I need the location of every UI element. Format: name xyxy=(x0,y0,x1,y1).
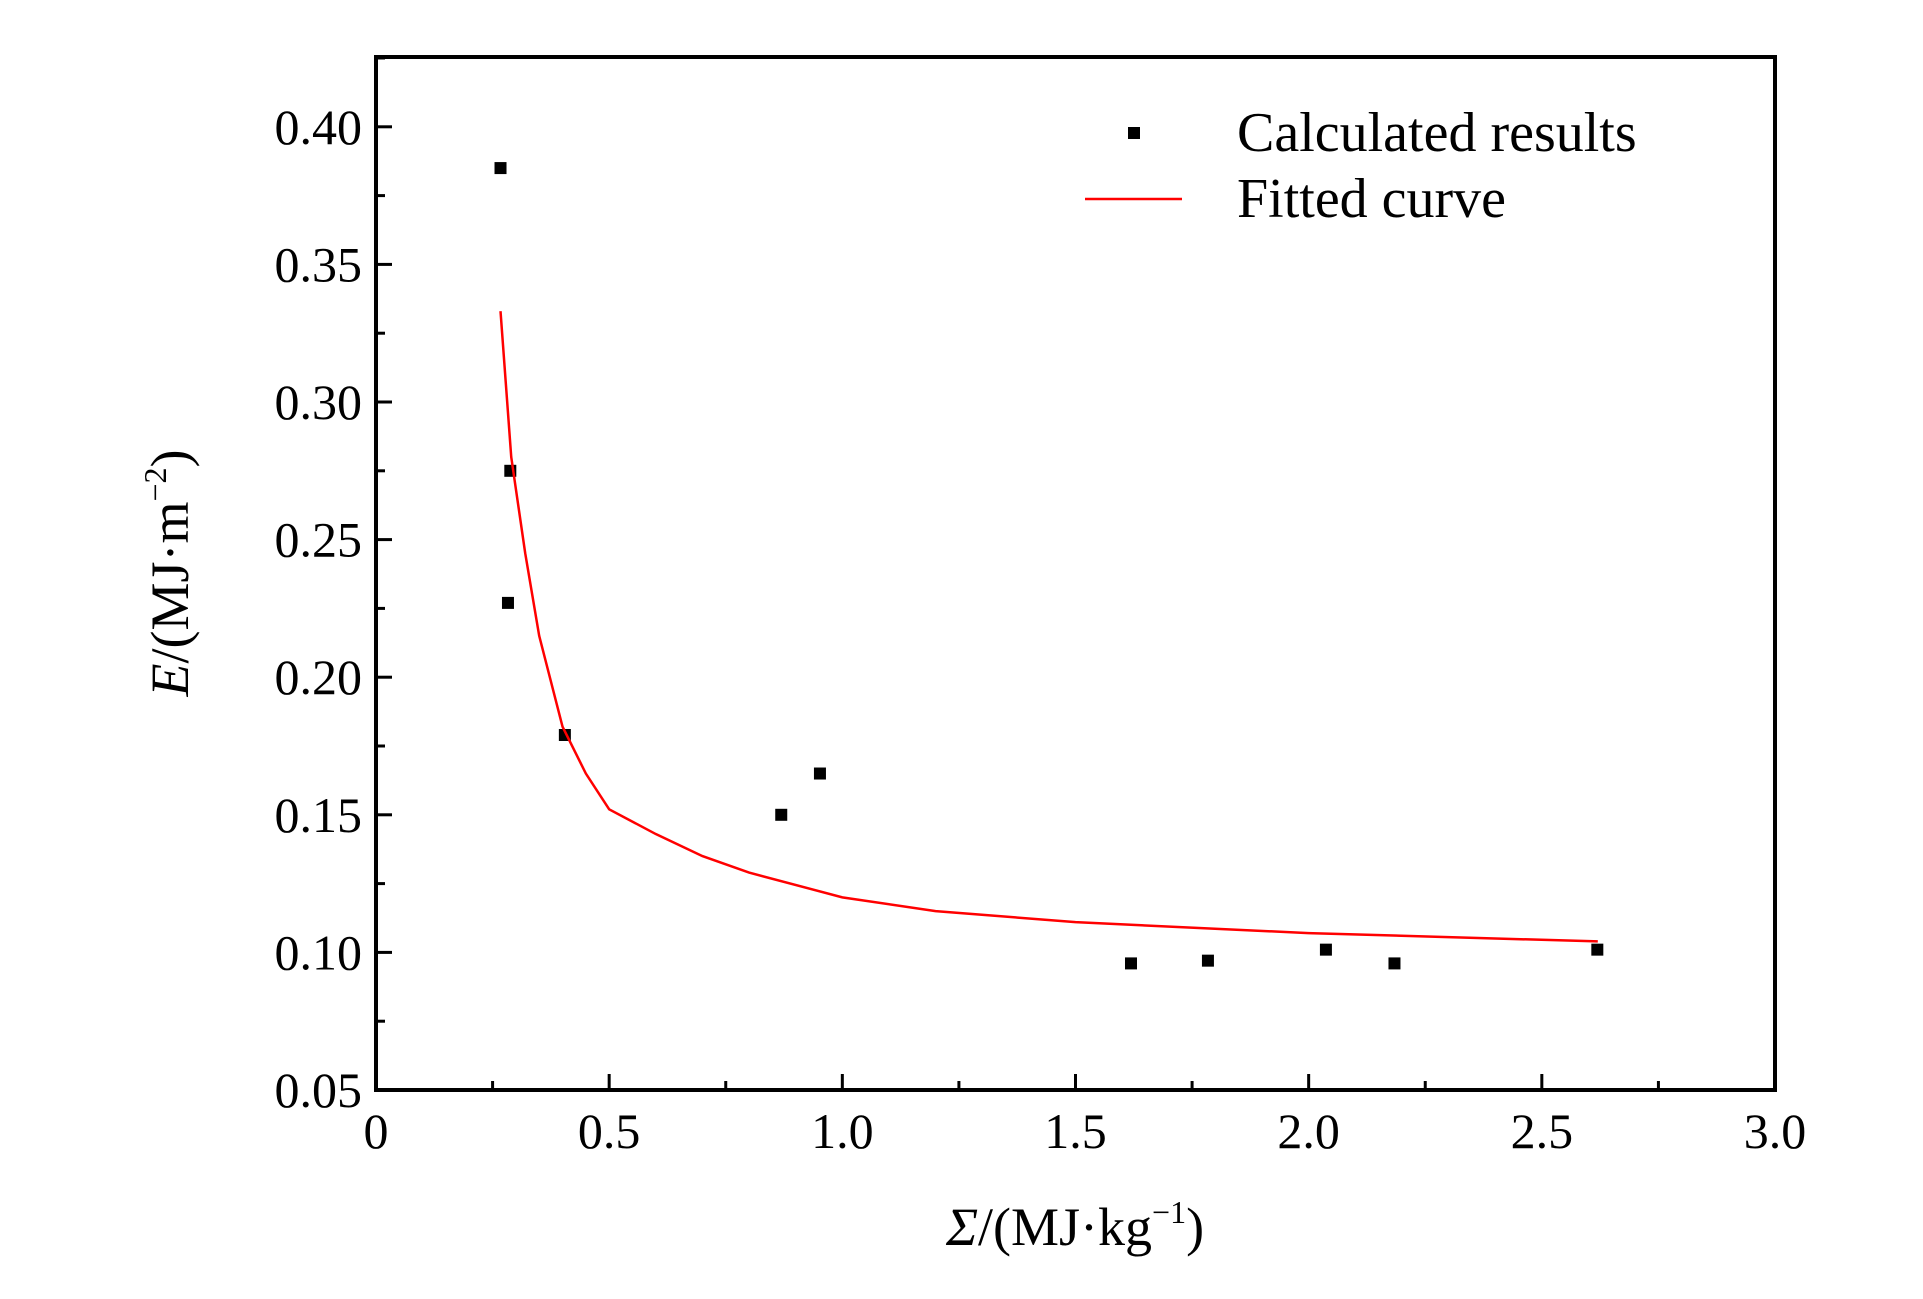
y-tick-label: 0.05 xyxy=(275,1062,363,1118)
legend-marker-swatch xyxy=(1128,127,1140,139)
data-point xyxy=(775,808,788,821)
data-point xyxy=(1388,957,1401,970)
y-tick-label: 0.30 xyxy=(275,374,363,430)
legend-label: Calculated results xyxy=(1237,102,1637,164)
x-tick-label: 2.5 xyxy=(1511,1103,1574,1159)
x-tick-label: 1.0 xyxy=(811,1103,874,1159)
axis-ticks: 0 0.5 1.0 1.5 2.0 2.5 3.0 0.05 0.10 0.15 0.20 0.25 0… xyxy=(275,56,1807,1159)
y-tick-label: 0.20 xyxy=(275,649,363,705)
legend-label: Fitted curve xyxy=(1237,168,1506,230)
plot-frame xyxy=(374,55,1777,1092)
x-tick-label: 2.0 xyxy=(1277,1103,1340,1159)
fitted-curve-line xyxy=(499,311,1598,943)
y-tick-label: 0.35 xyxy=(275,236,363,292)
data-point xyxy=(1124,957,1137,970)
plot-marks xyxy=(494,162,1604,970)
data-point xyxy=(494,162,507,175)
x-tick-label: 0 xyxy=(364,1103,389,1159)
data-point xyxy=(1591,943,1604,956)
y-axis-label: E/(MJ·m−2) xyxy=(137,449,200,697)
data-point xyxy=(501,596,514,609)
data-point xyxy=(1319,943,1332,956)
y-tick-label: 0.15 xyxy=(275,787,363,843)
x-tick-label: 0.5 xyxy=(578,1103,641,1159)
data-point xyxy=(1201,954,1214,967)
y-tick-label: 0.10 xyxy=(275,924,363,980)
data-point xyxy=(813,767,826,780)
x-tick-label: 1.5 xyxy=(1044,1103,1107,1159)
y-tick-label: 0.40 xyxy=(275,99,363,155)
x-axis-label: Σ/(MJ·kg−1) xyxy=(945,1194,1204,1257)
x-tick-label: 3.0 xyxy=(1744,1103,1807,1159)
data-point xyxy=(504,464,517,477)
y-tick-label: 0.25 xyxy=(275,512,363,568)
